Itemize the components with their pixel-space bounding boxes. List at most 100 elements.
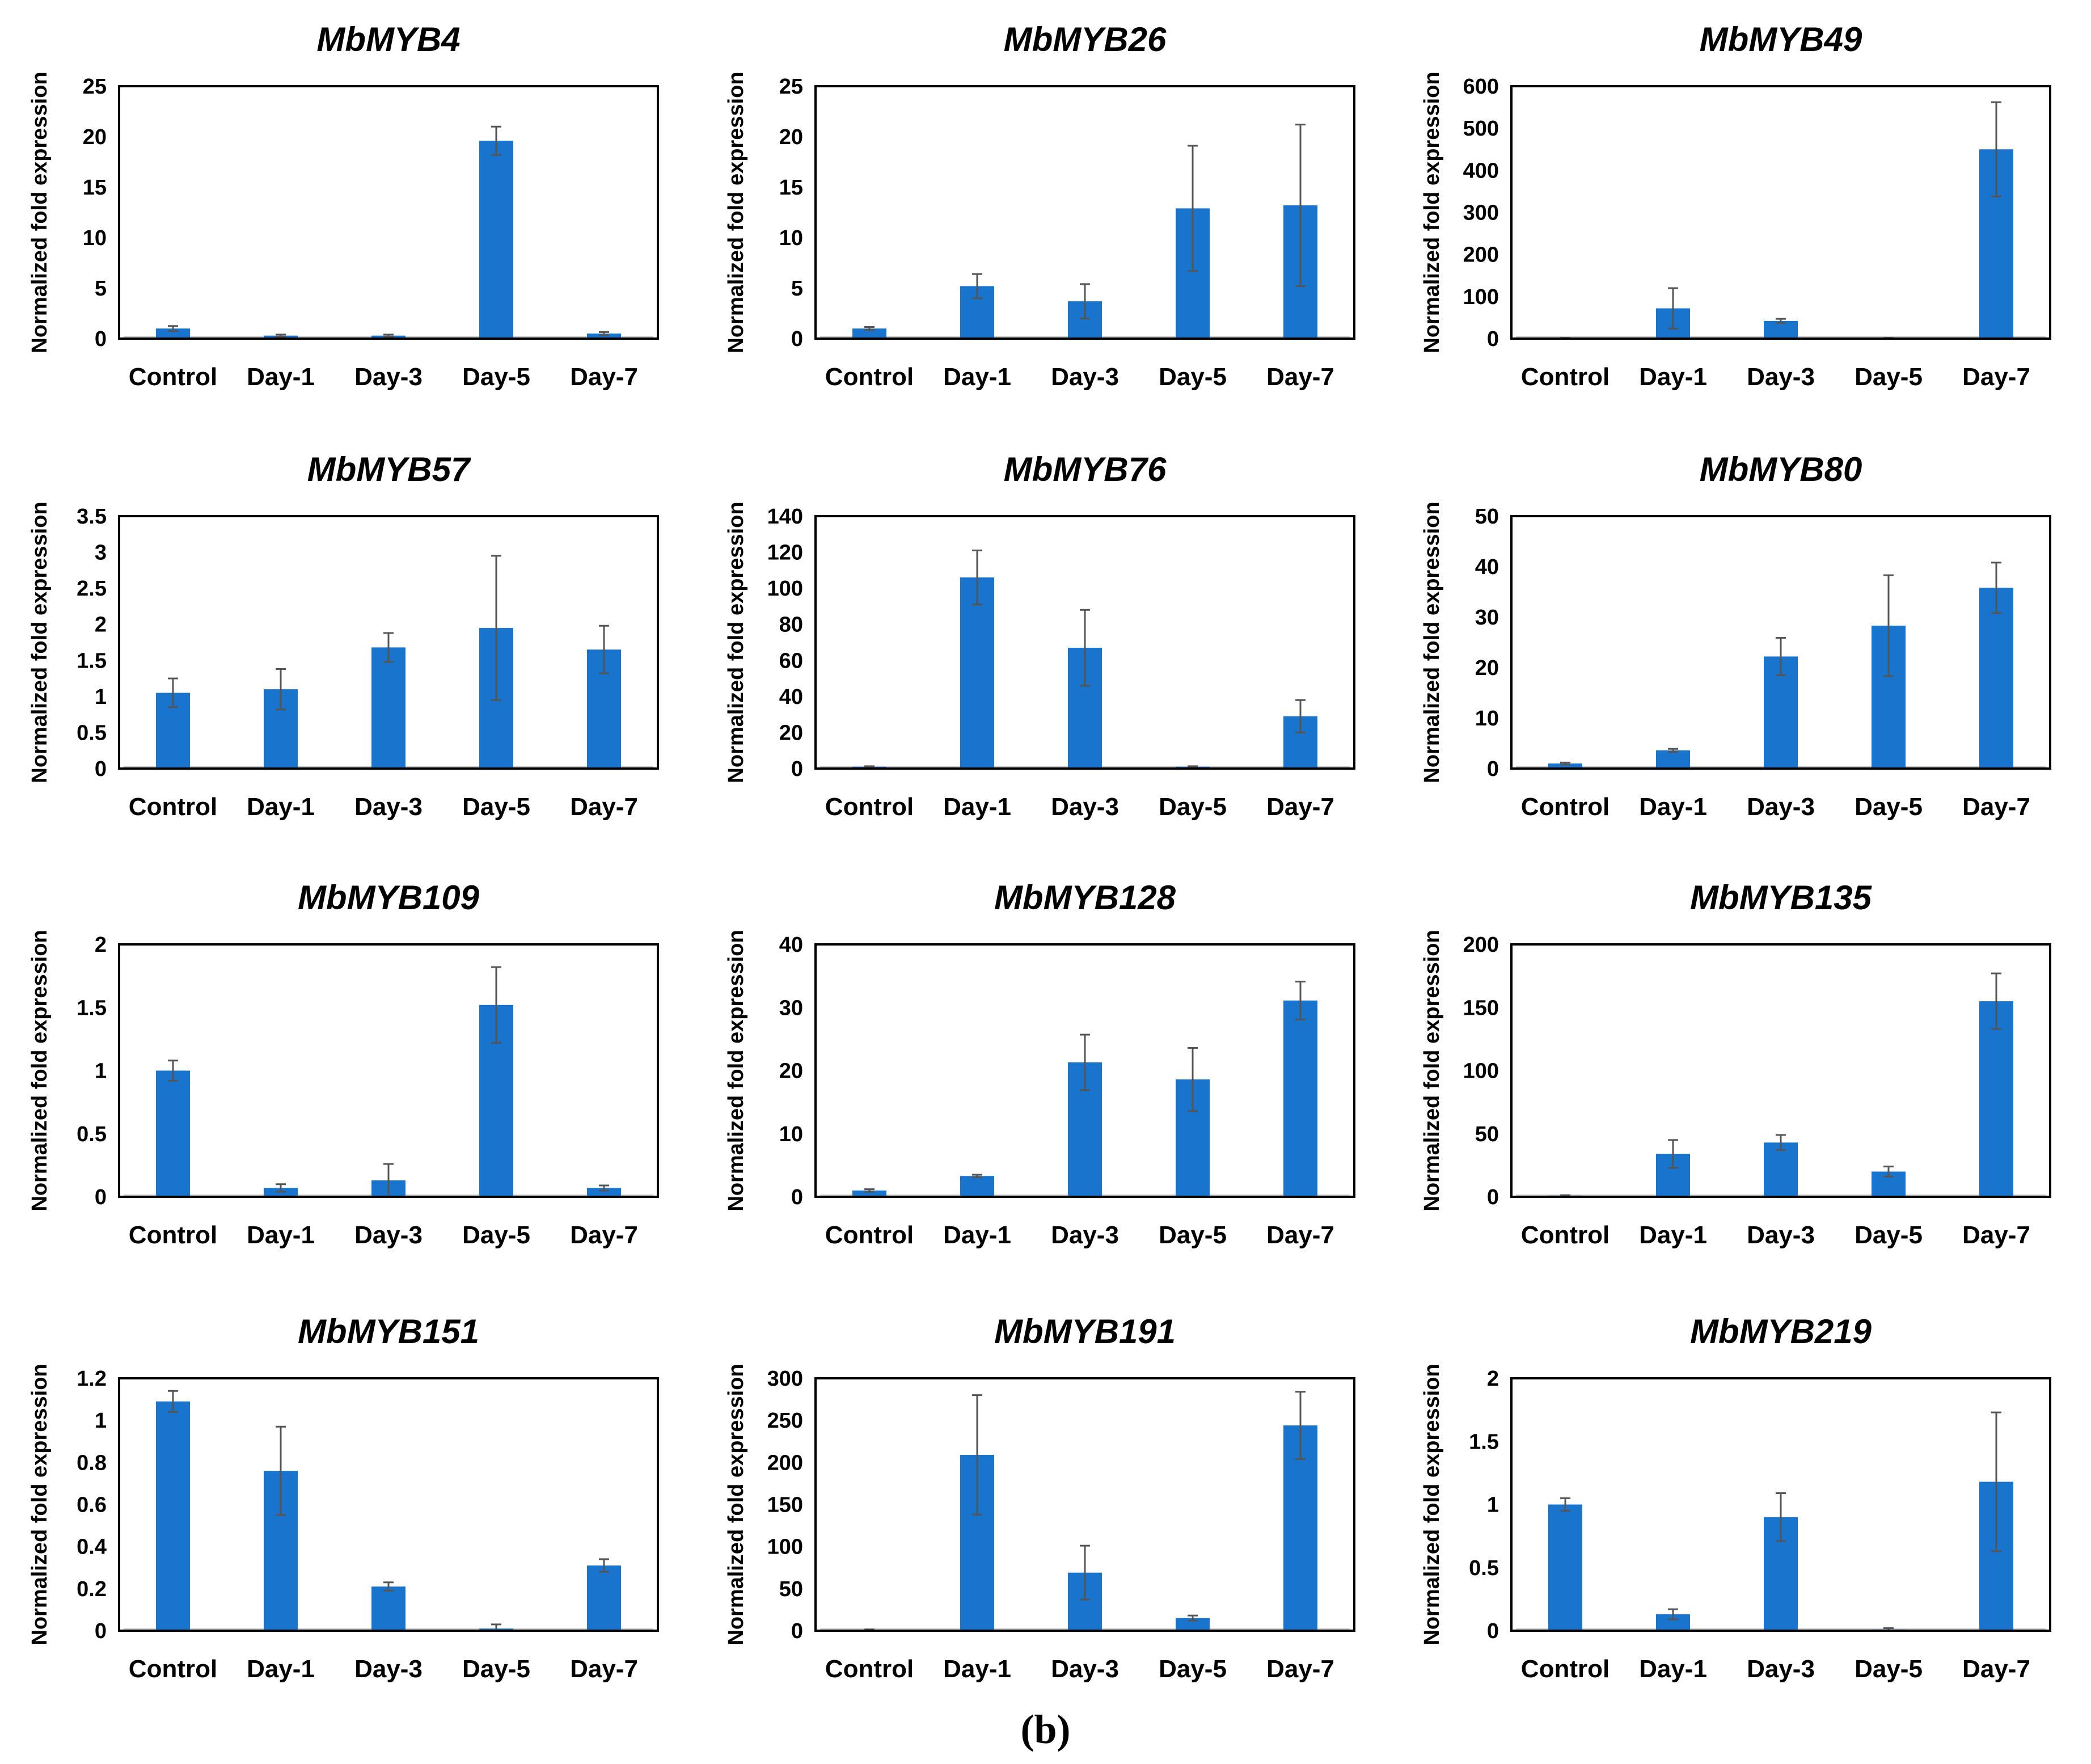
chart-6-ytick-label: 1.5 bbox=[77, 996, 107, 1020]
chart-7-xtick-label: Day-7 bbox=[1266, 1221, 1334, 1249]
chart-4-ytick-label: 100 bbox=[767, 577, 803, 601]
chart-11-ytick-label: 0.5 bbox=[1469, 1556, 1499, 1580]
chart-6-xtick-label: Day-7 bbox=[570, 1221, 638, 1249]
chart-10-ylabel: Normalized fold expression bbox=[724, 1364, 748, 1645]
chart-0-error-bar bbox=[599, 331, 609, 336]
chart-9-xtick-label: Day-5 bbox=[462, 1655, 530, 1683]
chart-7-ytick-label: 30 bbox=[779, 996, 803, 1020]
chart-9-bar bbox=[371, 1586, 405, 1631]
chart-10-xtick-label: Day-3 bbox=[1051, 1655, 1119, 1683]
chart-11-xtick-label: Day-7 bbox=[1962, 1655, 2030, 1683]
chart-0-bar bbox=[156, 328, 190, 339]
chart-5-title: MbMYB80 bbox=[1700, 450, 1862, 488]
chart-6-xtick-label: Day-5 bbox=[462, 1221, 530, 1249]
chart-6-ylabel: Normalized fold expression bbox=[28, 930, 52, 1211]
chart-7-error-bar bbox=[1080, 1033, 1090, 1091]
chart-7-error-bar bbox=[972, 1174, 982, 1179]
chart-1-error-bar bbox=[1080, 283, 1090, 319]
chart-3-ytick-label: 2 bbox=[95, 613, 107, 637]
chart-5-bar bbox=[1656, 750, 1690, 769]
chart-10-title: MbMYB191 bbox=[994, 1313, 1176, 1351]
chart-4-ylabel: Normalized fold expression bbox=[724, 501, 748, 783]
chart-0-title: MbMYB4 bbox=[316, 20, 460, 58]
chart-4-ytick-label: 0 bbox=[791, 757, 803, 781]
chart-9-ytick-label: 0.8 bbox=[77, 1451, 107, 1475]
chart-7-ytick-label: 0 bbox=[791, 1185, 803, 1209]
chart-1-ytick-label: 20 bbox=[779, 125, 803, 149]
chart-0-ytick-label: 5 bbox=[95, 277, 107, 301]
chart-4-error-bar bbox=[1295, 699, 1306, 733]
chart-2: MbMYB49 Normalized fold expression 0 100 200… bbox=[1420, 20, 2051, 391]
chart-9-bar bbox=[156, 1401, 190, 1631]
chart-11-ytick-label: 1.5 bbox=[1469, 1430, 1499, 1454]
chart-7-error-bar bbox=[1295, 981, 1306, 1020]
chart-10: MbMYB191 Normalized fold expression 0 50 100… bbox=[724, 1313, 1355, 1683]
chart-2-ytick-label: 600 bbox=[1463, 75, 1499, 99]
chart-1-error-bar bbox=[864, 326, 875, 331]
chart-0-xtick-label: Day-1 bbox=[247, 363, 315, 391]
chart-2-ytick-label: 200 bbox=[1463, 243, 1499, 267]
chart-6-ytick-label: 0 bbox=[95, 1185, 107, 1209]
chart-6-xtick-label: Day-3 bbox=[354, 1221, 423, 1249]
chart-6-frame bbox=[118, 943, 659, 1198]
chart-9-xtick-label: Day-3 bbox=[354, 1655, 423, 1683]
chart-3-ytick-label: 3.5 bbox=[77, 505, 107, 529]
chart-8-ytick-label: 100 bbox=[1463, 1060, 1499, 1083]
chart-0-bar bbox=[587, 334, 621, 339]
chart-0-xtick-label: Control bbox=[129, 363, 217, 391]
chart-5-ylabel: Normalized fold expression bbox=[1420, 501, 1444, 783]
chart-10-ytick-label: 250 bbox=[767, 1409, 803, 1433]
chart-5-ytick-label: 20 bbox=[1475, 656, 1499, 680]
chart-9-error-bar bbox=[168, 1390, 178, 1413]
chart-4: MbMYB76 Normalized fold expression 0 20 40 60… bbox=[724, 450, 1355, 821]
chart-10-error-bar bbox=[1080, 1544, 1090, 1601]
chart-6-ytick-label: 0.5 bbox=[77, 1122, 107, 1146]
chart-8: MbMYB135 Normalized fold expression 0 50 100… bbox=[1420, 879, 2051, 1249]
chart-2-xtick-label: Control bbox=[1521, 363, 1610, 391]
chart-1-ylabel: Normalized fold expression bbox=[724, 71, 748, 353]
chart-6-xtick-label: Day-1 bbox=[247, 1221, 315, 1249]
chart-9: MbMYB151 Normalized fold expression 0 0.2 0.… bbox=[28, 1313, 659, 1683]
chart-6-ytick-label: 2 bbox=[95, 933, 107, 957]
chart-11-ytick-label: 0 bbox=[1487, 1619, 1499, 1643]
chart-3-ylabel: Normalized fold expression bbox=[28, 501, 52, 783]
chart-10-ytick-label: 200 bbox=[767, 1451, 803, 1475]
chart-11-xtick-label: Day-3 bbox=[1747, 1655, 1815, 1683]
chart-8-xtick-label: Day-5 bbox=[1855, 1221, 1923, 1249]
chart-1-xtick-label: Day-7 bbox=[1266, 363, 1334, 391]
chart-7-error-bar bbox=[864, 1188, 875, 1193]
chart-8-bar bbox=[1764, 1142, 1798, 1197]
chart-9-xtick-label: Day-7 bbox=[570, 1655, 638, 1683]
chart-3-xtick-label: Day-5 bbox=[462, 793, 530, 821]
chart-10-ytick-label: 50 bbox=[779, 1577, 803, 1601]
chart-4-xtick-label: Day-1 bbox=[943, 793, 1011, 821]
chart-5-ytick-label: 40 bbox=[1475, 555, 1499, 579]
chart-3-ytick-label: 1 bbox=[95, 685, 107, 709]
chart-1-error-bar bbox=[1188, 145, 1198, 272]
chart-1-ytick-label: 25 bbox=[779, 75, 803, 99]
chart-0-ytick-label: 15 bbox=[83, 176, 107, 200]
chart-1-bar bbox=[852, 328, 886, 339]
chart-6-title: MbMYB109 bbox=[298, 879, 480, 917]
chart-5-error-bar bbox=[1991, 562, 2001, 614]
chart-0: MbMYB4 Normalized fold expression 0 5 10 15 20… bbox=[28, 20, 659, 391]
chart-0-ytick-label: 20 bbox=[83, 125, 107, 149]
chart-8-error-bar bbox=[1991, 972, 2001, 1030]
chart-2-ytick-label: 100 bbox=[1463, 285, 1499, 309]
chart-1-frame bbox=[814, 85, 1355, 340]
chart-5-error-bar bbox=[1883, 574, 1894, 677]
chart-4-ytick-label: 40 bbox=[779, 685, 803, 709]
chart-7-bar bbox=[1283, 1001, 1317, 1197]
chart-3-ytick-label: 2.5 bbox=[77, 577, 107, 601]
chart-8-bar bbox=[1979, 1001, 2013, 1197]
chart-1-error-bar bbox=[972, 273, 982, 299]
chart-10-ytick-label: 300 bbox=[767, 1367, 803, 1391]
chart-1-ytick-label: 0 bbox=[791, 327, 803, 351]
chart-3-xtick-label: Control bbox=[129, 793, 217, 821]
chart-7-ylabel: Normalized fold expression bbox=[724, 930, 748, 1211]
chart-2-xtick-label: Day-7 bbox=[1962, 363, 2030, 391]
chart-8-ylabel: Normalized fold expression bbox=[1420, 930, 1444, 1211]
chart-0-xtick-label: Day-7 bbox=[570, 363, 638, 391]
chart-11-title: MbMYB219 bbox=[1690, 1313, 1872, 1351]
chart-0-error-bar bbox=[383, 334, 394, 337]
